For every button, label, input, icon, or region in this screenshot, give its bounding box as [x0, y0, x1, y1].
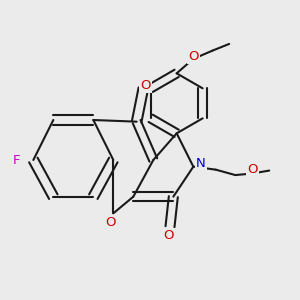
Text: O: O	[163, 229, 174, 242]
Text: O: O	[188, 50, 199, 63]
Text: O: O	[105, 216, 116, 229]
Text: O: O	[140, 79, 151, 92]
Text: F: F	[13, 154, 21, 166]
Text: O: O	[247, 163, 258, 176]
Text: N: N	[196, 157, 206, 170]
